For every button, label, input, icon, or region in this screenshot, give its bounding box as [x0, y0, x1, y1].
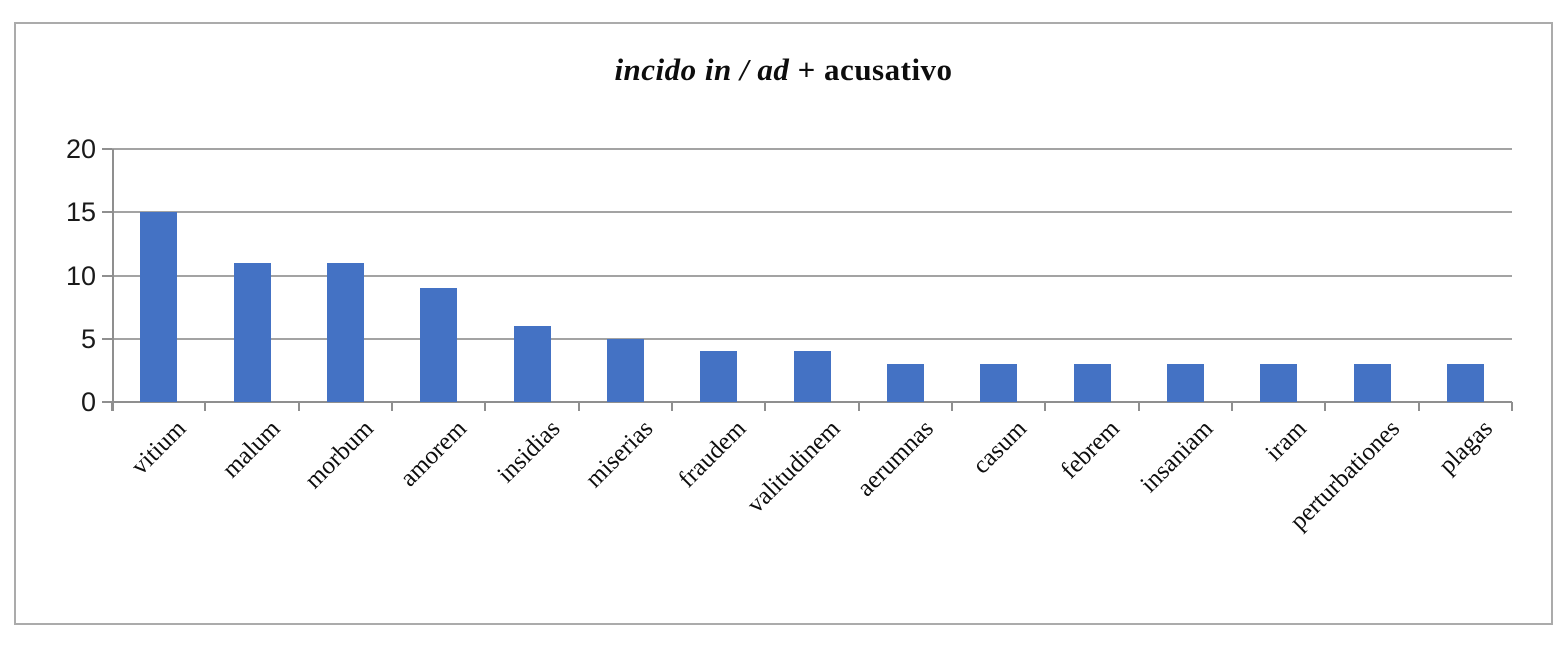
x-category-label: malum	[216, 415, 286, 484]
y-axis-tick-mark	[102, 274, 112, 277]
chart-title-italic-part: incido in / ad	[614, 52, 790, 87]
bar	[513, 326, 551, 402]
x-axis-tick-mark	[671, 402, 673, 411]
y-axis-tick-mark	[102, 337, 112, 340]
bar	[606, 338, 644, 402]
x-category-label: morbum	[299, 415, 379, 494]
y-tick-label: 20	[65, 134, 96, 164]
x-axis-tick-mark	[764, 402, 767, 411]
x-axis-tick-mark	[391, 402, 393, 411]
y-axis-tick-mark	[102, 211, 112, 214]
bar	[326, 262, 364, 402]
y-axis-tick-mark	[102, 401, 112, 403]
x-axis-tick-mark	[857, 402, 860, 411]
x-category-label: plagas	[1434, 415, 1499, 480]
x-category-label: vitium	[126, 415, 192, 481]
x-category-label: insaniam	[1135, 415, 1219, 498]
bar	[700, 351, 738, 402]
x-axis-tick-mark	[1231, 402, 1233, 411]
x-category-label: iram	[1260, 415, 1312, 467]
y-tick-label: 0	[80, 387, 96, 417]
x-axis-tick-mark	[1324, 402, 1327, 411]
bar	[1073, 364, 1111, 402]
y-axis-line	[112, 149, 114, 411]
bar	[980, 364, 1018, 402]
x-category-label: insidias	[491, 415, 566, 489]
bar	[1446, 364, 1484, 402]
chart-title: incido in / ad + acusativo	[16, 52, 1551, 88]
x-category-label: fraudem	[673, 415, 752, 493]
x-category-label: valitudinem	[741, 415, 846, 519]
x-axis-tick-mark	[111, 402, 113, 411]
x-axis-tick-mark	[297, 402, 300, 411]
bar	[793, 351, 831, 402]
x-category-label: febrem	[1055, 415, 1126, 485]
x-axis-tick-mark	[1511, 402, 1513, 411]
gridline	[112, 337, 1512, 340]
x-category-label: miserias	[580, 415, 659, 494]
x-axis-tick-mark	[1044, 402, 1047, 411]
y-tick-label: 5	[80, 323, 96, 354]
x-category-label: casum	[967, 415, 1032, 480]
y-tick-label: 10	[65, 260, 96, 291]
bar	[233, 262, 271, 402]
bar	[420, 288, 458, 402]
gridline	[112, 274, 1512, 277]
x-axis-tick-mark	[484, 402, 487, 411]
x-category-label: amorem	[394, 415, 472, 493]
chart-title-plain-part: + acusativo	[789, 52, 953, 87]
gridline	[112, 148, 1512, 150]
bar	[1260, 364, 1298, 402]
x-axis-tick-mark	[1137, 402, 1140, 411]
bar	[140, 212, 178, 402]
bar	[1166, 364, 1204, 402]
x-axis-line	[112, 401, 1512, 403]
bar	[1353, 364, 1391, 402]
x-axis-tick-mark	[951, 402, 953, 411]
y-tick-label: 15	[65, 197, 96, 228]
x-axis-tick-mark	[577, 402, 580, 411]
bar	[886, 364, 924, 402]
x-category-label: aerumnas	[851, 415, 939, 502]
plot-area	[102, 148, 1513, 411]
x-axis-tick-mark	[204, 402, 207, 411]
gridline	[112, 211, 1512, 214]
chart-frame: incido in / ad + acusativo 20 15 10 5 0 vitiu…	[14, 22, 1553, 625]
x-axis-tick-mark	[1417, 402, 1420, 411]
y-axis-tick-mark	[102, 148, 112, 150]
